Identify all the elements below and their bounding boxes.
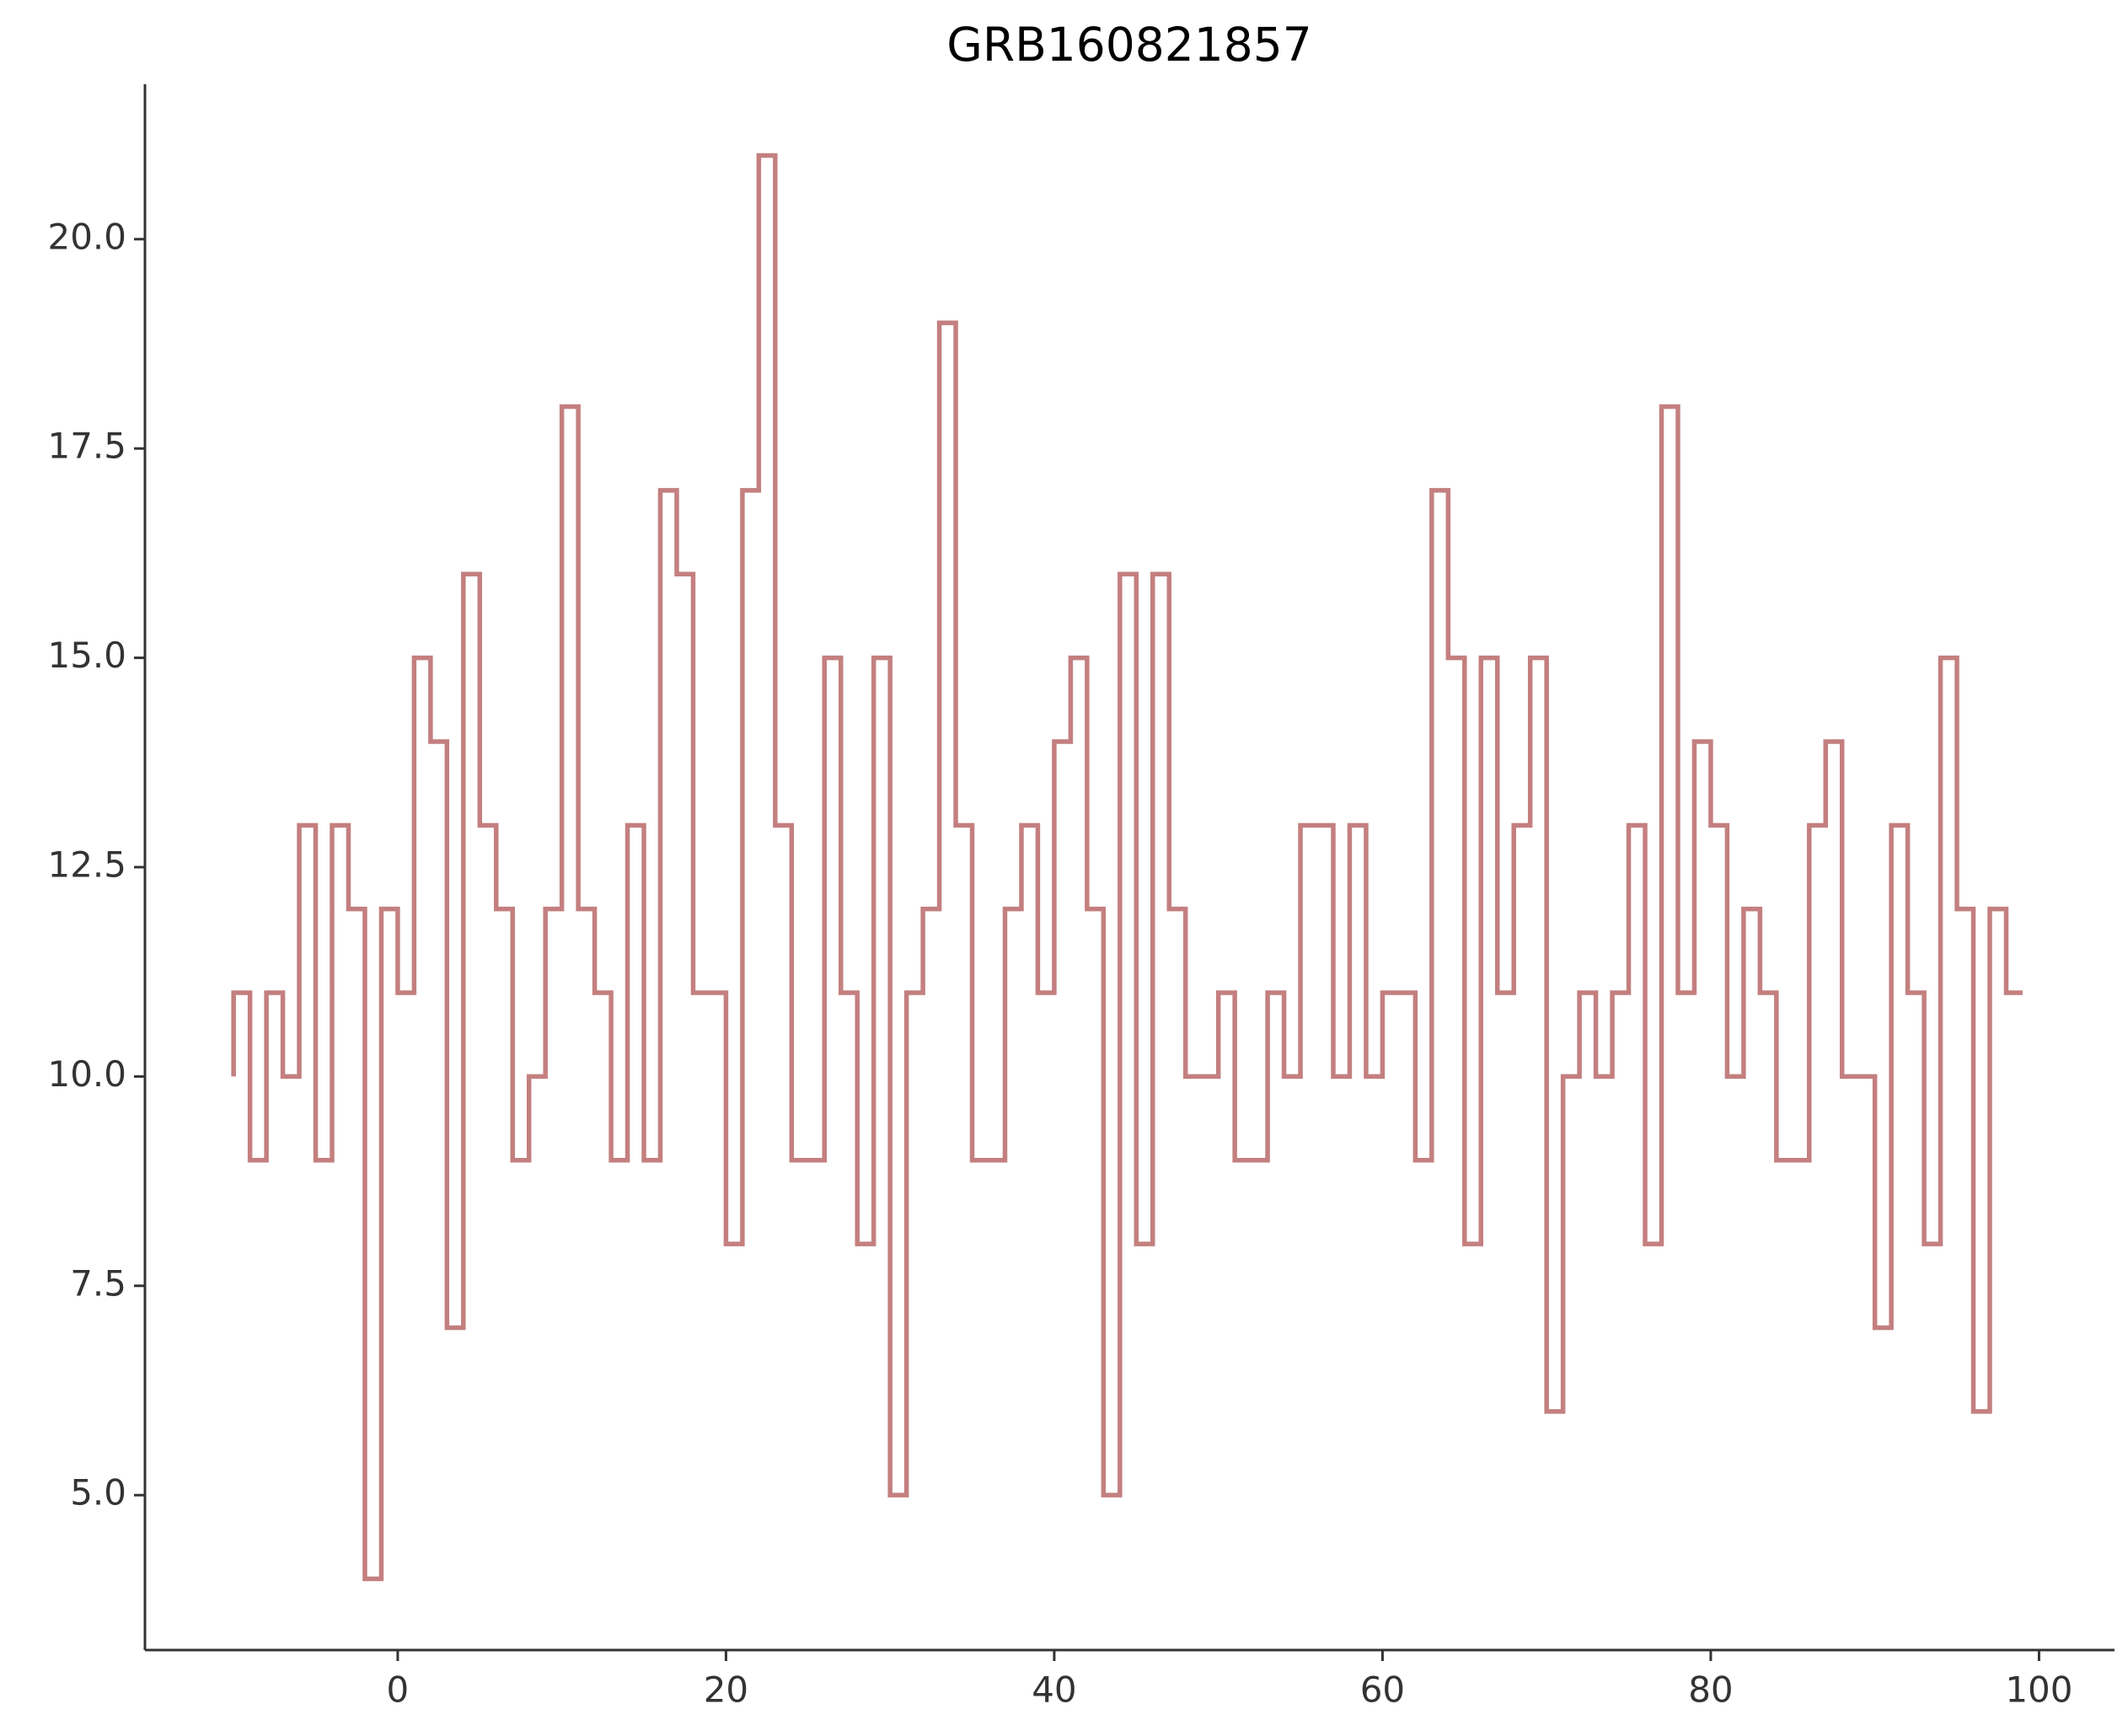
x-tick-label: 60 (1360, 1669, 1405, 1711)
y-tick-label: 17.5 (47, 426, 126, 467)
y-tick-label: 10.0 (47, 1053, 126, 1095)
x-tick-label: 100 (2005, 1669, 2072, 1711)
x-tick-label: 0 (387, 1669, 410, 1711)
chart-title: GRB160821857 (946, 18, 1312, 72)
x-tick-label: 80 (1688, 1669, 1733, 1711)
y-tick-label: 7.5 (70, 1262, 126, 1304)
y-tick-label: 5.0 (70, 1472, 126, 1514)
y-tick-label: 12.5 (47, 844, 126, 886)
x-tick-label: 20 (704, 1669, 748, 1711)
y-tick-label: 20.0 (47, 216, 126, 257)
y-tick-label: 15.0 (47, 635, 126, 676)
step-line (231, 153, 2023, 1582)
x-tick-label: 40 (1032, 1669, 1076, 1711)
